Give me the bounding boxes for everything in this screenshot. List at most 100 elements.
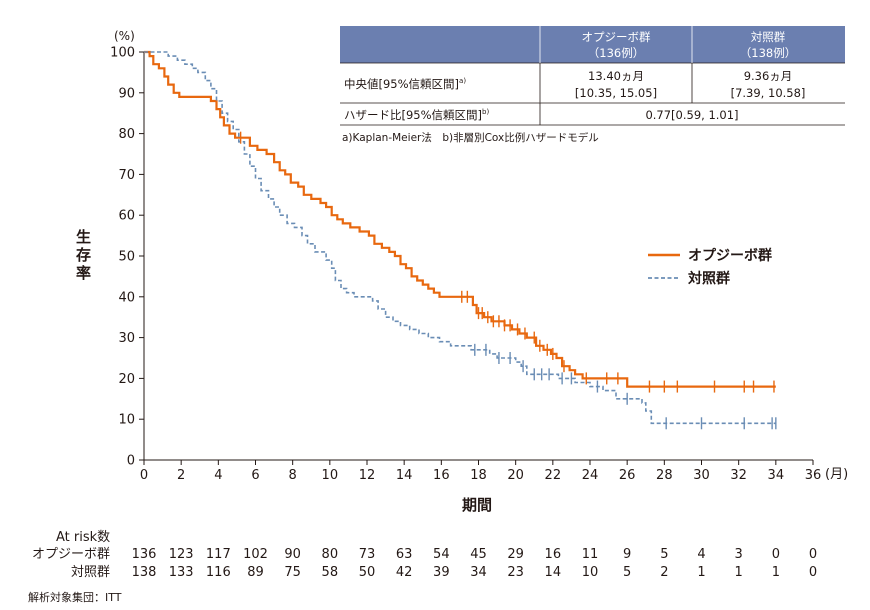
at-risk-opdivo-value: 45 bbox=[470, 547, 487, 562]
at-risk-opdivo-value: 73 bbox=[359, 547, 376, 562]
x-ticks: 0 2 4 6 8 10 12 14 16 18 20 22 24 26 28 30 32 34 36 bbox=[140, 460, 821, 483]
at-risk-row-label-opdivo: オプジーボ群 bbox=[32, 547, 110, 562]
at-risk-opdivo-value: 11 bbox=[582, 547, 599, 562]
at-risk-control-value: 138 bbox=[132, 565, 157, 580]
at-risk-opdivo-value: 117 bbox=[206, 547, 231, 562]
x-tick-label: 6 bbox=[251, 468, 259, 483]
at-risk-opdivo-value: 102 bbox=[243, 547, 268, 562]
y-tick-label: 30 bbox=[118, 331, 135, 346]
y-tick-label: 90 bbox=[118, 86, 135, 101]
at-risk-control-value: 14 bbox=[545, 565, 562, 580]
at-risk-control-value: 0 bbox=[809, 565, 817, 580]
at-risk-opdivo-value: 4 bbox=[697, 547, 705, 562]
at-risk-control-value: 1 bbox=[772, 565, 780, 580]
y-axis-title: 生 存 率 bbox=[76, 228, 91, 282]
y-ticks: 0 10 20 30 40 50 60 70 80 90 100 bbox=[110, 46, 144, 469]
x-tick-label: 0 bbox=[140, 468, 148, 483]
legend-label-control: 対照群 bbox=[687, 270, 730, 287]
x-tick-label: 20 bbox=[507, 468, 524, 483]
y-axis-title-char: 生 bbox=[76, 228, 91, 246]
at-risk-control-value: 1 bbox=[735, 565, 743, 580]
table-row1-col1-a: 13.40ヵ月 bbox=[588, 69, 644, 83]
y-tick-label: 40 bbox=[118, 290, 135, 305]
at-risk-control-value: 50 bbox=[359, 565, 376, 580]
table-header-bg bbox=[340, 26, 845, 63]
at-risk-opdivo-value: 54 bbox=[433, 547, 450, 562]
at-risk-control-value: 58 bbox=[322, 565, 339, 580]
x-tick-label: 2 bbox=[177, 468, 185, 483]
x-tick-label: 24 bbox=[582, 468, 599, 483]
curves bbox=[144, 50, 777, 430]
x-tick-label: 16 bbox=[433, 468, 450, 483]
x-tick-label: 22 bbox=[545, 468, 562, 483]
x-tick-label: 18 bbox=[470, 468, 487, 483]
y-tick-label: 100 bbox=[110, 46, 135, 61]
x-tick-label: 8 bbox=[289, 468, 297, 483]
at-risk-control-value: 75 bbox=[284, 565, 301, 580]
at-risk-control-value: 23 bbox=[507, 565, 524, 580]
table-col2-header: 対照群 bbox=[751, 30, 786, 44]
at-risk-control-value: 89 bbox=[247, 565, 264, 580]
x-tick-label: 10 bbox=[322, 468, 339, 483]
x-tick-label: 34 bbox=[768, 468, 785, 483]
at-risk-title: At risk数 bbox=[56, 530, 110, 545]
x-tick-label: 32 bbox=[730, 468, 747, 483]
x-tick-label: 4 bbox=[214, 468, 222, 483]
table-col2-sub: （138例） bbox=[740, 46, 796, 60]
summary-table: オプジーボ群 （136例） 対照群 （138例） 中央値[95%信頼区間]a) … bbox=[340, 26, 845, 144]
at-risk-control-value: 39 bbox=[433, 565, 450, 580]
at-risk-opdivo-value: 3 bbox=[735, 547, 743, 562]
at-risk-opdivo-value: 29 bbox=[507, 547, 524, 562]
at-risk-opdivo-value: 0 bbox=[772, 547, 780, 562]
at-risk-control-value: 34 bbox=[470, 565, 487, 580]
footer-note: 解析対象集団：ITT bbox=[28, 590, 122, 604]
at-risk-opdivo-value: 16 bbox=[545, 547, 562, 562]
table-row1-col2-a: 9.36ヵ月 bbox=[744, 69, 793, 83]
legend-label-opdivo: オプジーボ群 bbox=[688, 247, 772, 264]
y-tick-label: 60 bbox=[118, 209, 135, 224]
table-row1-col2-b: [7.39, 10.58] bbox=[731, 86, 806, 100]
at-risk-opdivo-value: 9 bbox=[623, 547, 631, 562]
legend: オプジーボ群 対照群 bbox=[648, 247, 772, 287]
y-tick-label: 10 bbox=[118, 413, 135, 428]
at-risk-control-value: 116 bbox=[206, 565, 231, 580]
y-unit-label: (%) bbox=[114, 29, 135, 43]
y-tick-label: 20 bbox=[118, 372, 135, 387]
at-risk-opdivo-value: 0 bbox=[809, 547, 817, 562]
table-row1-label: 中央値[95%信頼区間]a) bbox=[344, 77, 466, 91]
at-risk-control-value: 5 bbox=[623, 565, 631, 580]
at-risk-control-value: 42 bbox=[396, 565, 413, 580]
at-risk-opdivo-value: 136 bbox=[132, 547, 157, 562]
table-row2-label: ハザード比[95%信頼区間]b) bbox=[344, 108, 489, 122]
at-risk-control-value: 10 bbox=[582, 565, 599, 580]
y-tick-label: 0 bbox=[127, 454, 135, 469]
x-tick-label: 36 bbox=[805, 468, 822, 483]
table-col1-sub: （136例） bbox=[588, 46, 644, 60]
series-line-opdivo bbox=[144, 50, 776, 388]
at-risk-opdivo-value: 5 bbox=[660, 547, 668, 562]
x-tick-label: 28 bbox=[656, 468, 673, 483]
y-tick-label: 70 bbox=[118, 168, 135, 183]
at-risk-opdivo-value: 63 bbox=[396, 547, 413, 562]
x-tick-label: 12 bbox=[359, 468, 376, 483]
at-risk-opdivo-value: 80 bbox=[322, 547, 339, 562]
y-tick-label: 80 bbox=[118, 127, 135, 142]
at-risk-control-value: 133 bbox=[169, 565, 194, 580]
y-tick-label: 50 bbox=[118, 250, 135, 265]
x-axis-title: 期間 bbox=[462, 496, 492, 514]
at-risk-opdivo-value: 123 bbox=[169, 547, 194, 562]
x-tick-label: 14 bbox=[396, 468, 413, 483]
table-footnote: a)Kaplan-Meier法 b)非層別Cox比例ハザードモデル bbox=[342, 131, 599, 144]
x-unit-label: (月) bbox=[825, 467, 848, 482]
x-tick-label: 30 bbox=[693, 468, 710, 483]
x-tick-label: 26 bbox=[619, 468, 636, 483]
at-risk-control-value: 2 bbox=[660, 565, 668, 580]
y-axis-title-char: 率 bbox=[76, 264, 91, 282]
table-row2-value: 0.77[0.59, 1.01] bbox=[645, 108, 738, 122]
table-row1-col1-b: [10.35, 15.05] bbox=[575, 86, 657, 100]
series-line-control bbox=[144, 51, 776, 425]
y-axis-title-char: 存 bbox=[76, 246, 91, 264]
at-risk-opdivo-value: 90 bbox=[284, 547, 301, 562]
